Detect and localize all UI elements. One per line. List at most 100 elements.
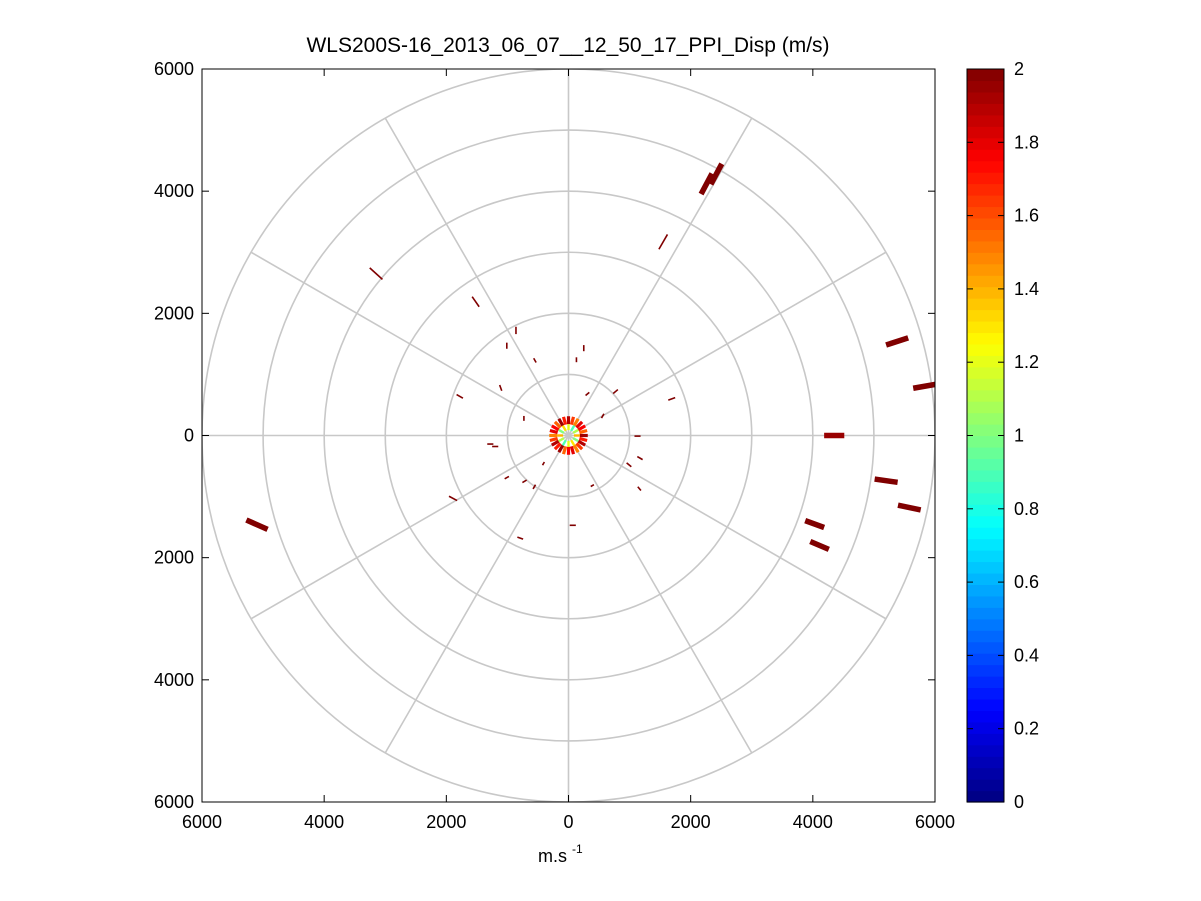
center-cell xyxy=(549,433,558,438)
colorbar-tick-label: 0.8 xyxy=(1014,499,1039,519)
center-cell xyxy=(561,416,568,426)
colorbar-band xyxy=(967,527,1004,540)
x-tick-label: 2000 xyxy=(671,812,711,832)
data-point xyxy=(626,462,632,468)
center-cell xyxy=(566,446,571,455)
data-point xyxy=(532,484,537,490)
colorbar-band xyxy=(967,183,1004,196)
center-cell xyxy=(572,437,579,443)
colorbar-band xyxy=(967,298,1004,311)
data-point xyxy=(487,443,494,445)
data-point xyxy=(804,518,826,531)
colorbar-band xyxy=(967,332,1004,345)
center-cell xyxy=(569,416,576,426)
x-tick-label: 4000 xyxy=(304,812,344,832)
center-cell xyxy=(557,418,565,427)
data-point xyxy=(885,335,910,348)
center-cell xyxy=(575,420,584,429)
center-cell xyxy=(553,420,562,429)
center-cell xyxy=(572,444,580,453)
data-point xyxy=(456,393,464,399)
colorbar-band xyxy=(967,584,1004,597)
center-cell xyxy=(561,445,568,455)
x-tick-label: 6000 xyxy=(182,812,222,832)
data-point xyxy=(369,267,383,280)
center-cell xyxy=(558,437,565,443)
center-cell xyxy=(579,433,588,438)
colorbar-band xyxy=(967,687,1004,700)
colorbar-band xyxy=(967,481,1004,494)
colorbar-band xyxy=(967,80,1004,93)
center-cell xyxy=(566,416,571,425)
colorbar-tick-label: 1.8 xyxy=(1014,132,1039,152)
data-point xyxy=(523,415,525,421)
data-point xyxy=(515,326,517,335)
colorbar-band xyxy=(967,767,1004,780)
x-axis-label: m.s -1 xyxy=(538,842,583,866)
colorbar-band xyxy=(967,721,1004,734)
data-point xyxy=(634,435,641,437)
data-point xyxy=(912,381,935,391)
data-point xyxy=(448,495,458,502)
center-cell xyxy=(557,444,565,453)
data-point xyxy=(492,445,499,448)
center-cell xyxy=(577,439,586,447)
colorbar-band xyxy=(967,550,1004,563)
center-cell xyxy=(567,424,570,431)
center-cell xyxy=(549,428,559,435)
data-point xyxy=(245,517,269,532)
colorbar-tick-label: 1.2 xyxy=(1014,352,1039,372)
colorbar-band xyxy=(967,149,1004,162)
colorbar-band xyxy=(967,320,1004,334)
grid-ring xyxy=(445,312,692,559)
center-cell xyxy=(575,442,584,451)
center-cell xyxy=(570,425,576,432)
colorbar-band xyxy=(967,389,1004,402)
colorbar-band xyxy=(967,424,1004,437)
colorbar-band xyxy=(967,710,1004,723)
grid-ring xyxy=(384,251,753,620)
colorbar-band xyxy=(967,744,1004,757)
colorbar-band xyxy=(967,69,1004,82)
data-point xyxy=(471,296,480,308)
colorbar-band xyxy=(967,217,1004,230)
colorbar-tick-label: 0.2 xyxy=(1014,719,1039,739)
colorbar-band xyxy=(967,664,1004,677)
colorbar-ticks: 0 0.2 0.4 0.6 0.8 1 1.2 1.4 1.6 1.8 2 xyxy=(967,59,1039,812)
colorbar-band xyxy=(967,790,1004,803)
colorbar-band xyxy=(967,137,1004,150)
x-tick-label: 6000 xyxy=(915,812,955,832)
center-cell xyxy=(567,440,570,447)
colorbar-band xyxy=(967,229,1004,242)
center-cell xyxy=(553,442,562,451)
x-tick-label: 4000 xyxy=(793,812,833,832)
data-point xyxy=(506,342,508,349)
colorbar-band xyxy=(967,263,1004,276)
y-tick-label: 4000 xyxy=(154,181,194,201)
colorbar-band xyxy=(967,412,1004,425)
data-point xyxy=(569,524,576,527)
data-point xyxy=(590,483,595,488)
data-point xyxy=(541,461,546,466)
colorbar-band xyxy=(967,252,1004,265)
colorbar-band xyxy=(967,733,1004,746)
colorbar-band xyxy=(967,641,1004,654)
data-point xyxy=(582,345,585,352)
colorbar-tick-label: 0.6 xyxy=(1014,572,1039,592)
data-point xyxy=(600,413,605,419)
y-tick-label: 2000 xyxy=(154,303,194,323)
y-tick-label: 0 xyxy=(184,426,194,446)
data-point xyxy=(824,432,845,439)
colorbar-band xyxy=(967,492,1004,505)
colorbar-band xyxy=(967,504,1004,517)
data-point xyxy=(668,396,676,401)
center-cell xyxy=(572,418,580,427)
grid-ring xyxy=(323,190,814,681)
colorbar-band xyxy=(967,779,1004,792)
colorbar-band xyxy=(967,355,1004,368)
colorbar-band xyxy=(967,653,1004,666)
colorbar-band xyxy=(967,676,1004,689)
center-cell xyxy=(549,436,559,443)
colorbar-band xyxy=(967,160,1004,173)
